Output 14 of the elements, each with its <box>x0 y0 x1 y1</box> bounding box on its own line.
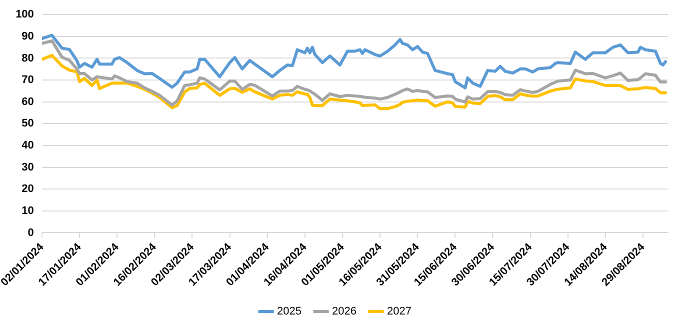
legend-label: 2026 <box>332 306 356 318</box>
y-tick-label: 80 <box>22 52 34 64</box>
y-tick-label: 50 <box>22 118 34 130</box>
y-tick-label: 90 <box>22 30 34 42</box>
y-tick-label: 20 <box>22 183 34 196</box>
legend-label: 2027 <box>386 306 412 318</box>
y-tick-label: 0 <box>28 226 34 239</box>
y-tick-label: 40 <box>22 140 34 152</box>
legend-label: 2025 <box>277 306 302 318</box>
y-tick-label: 100 <box>16 8 34 21</box>
y-tick-label: 30 <box>22 161 34 174</box>
y-tick-label: 70 <box>22 74 34 86</box>
y-tick-label: 10 <box>22 204 34 217</box>
y-tick-label: 60 <box>22 96 34 108</box>
